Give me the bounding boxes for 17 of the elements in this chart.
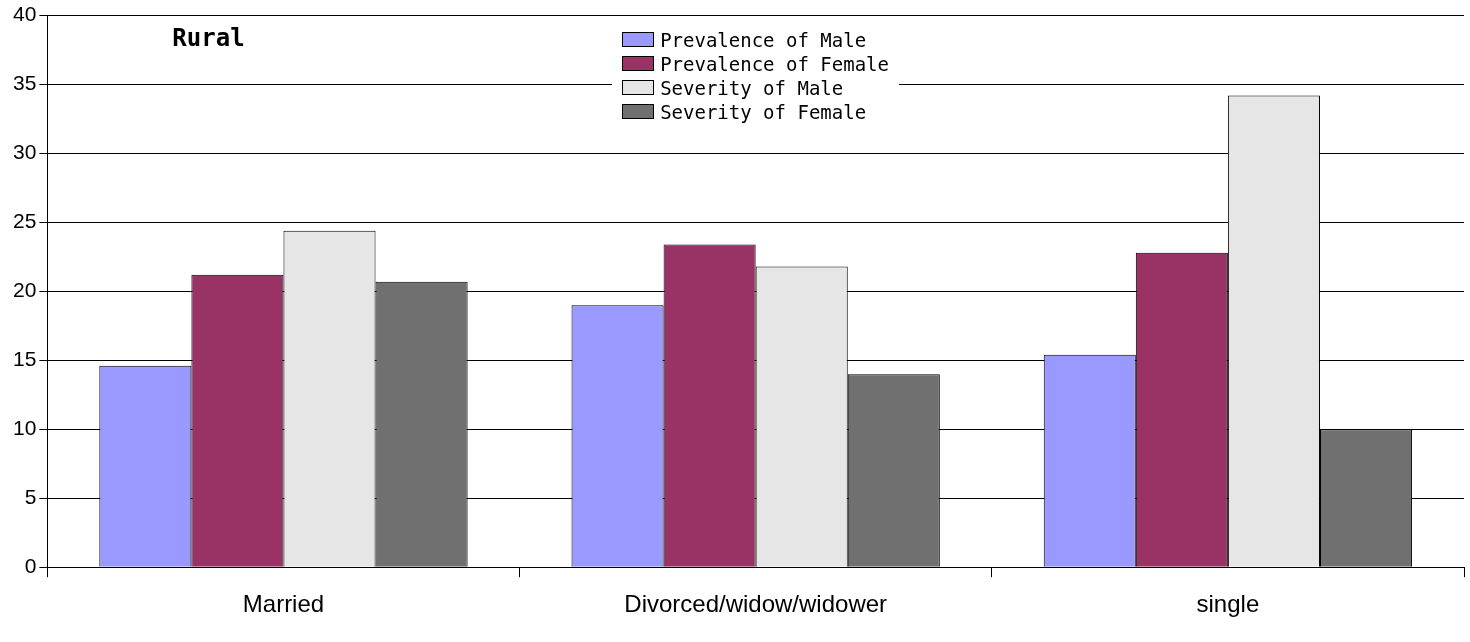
annotation: Rural [172,23,245,52]
legend-label: Severity of Female [660,99,867,124]
y-tick-label: 25 [13,209,37,233]
y-tick-label: 35 [13,71,37,95]
x-tick-label: Married [242,590,325,618]
y-tick-label: 30 [13,140,37,164]
y-tick-label: 0 [24,554,37,577]
x-tick-label: Divorced/widow/widower [624,590,888,618]
legend-label: Prevalence of Female [660,51,889,76]
legend-label: Severity of Male [660,75,844,100]
legend-label: Prevalence of Male [660,27,867,52]
y-tick-label: 5 [24,485,37,509]
y-tick-label: 10 [13,416,37,440]
x-tick-label: single [1196,590,1260,618]
y-tick-label: 20 [13,278,37,302]
y-tick-label: 40 [13,2,37,26]
y-tick-label: 15 [13,347,37,371]
